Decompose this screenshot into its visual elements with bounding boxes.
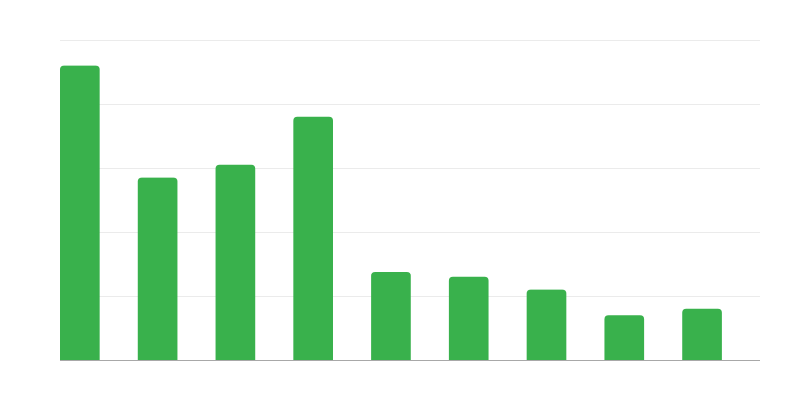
bar-9 (682, 308, 722, 360)
bar-1 (60, 65, 100, 360)
bar-2 (137, 177, 178, 360)
bar-5 (371, 272, 411, 360)
bar-3 (215, 164, 256, 360)
bars (60, 65, 722, 360)
bar-4 (293, 116, 333, 360)
bar-6 (448, 276, 489, 360)
bar-7 (526, 289, 567, 360)
bar-8 (604, 315, 645, 360)
